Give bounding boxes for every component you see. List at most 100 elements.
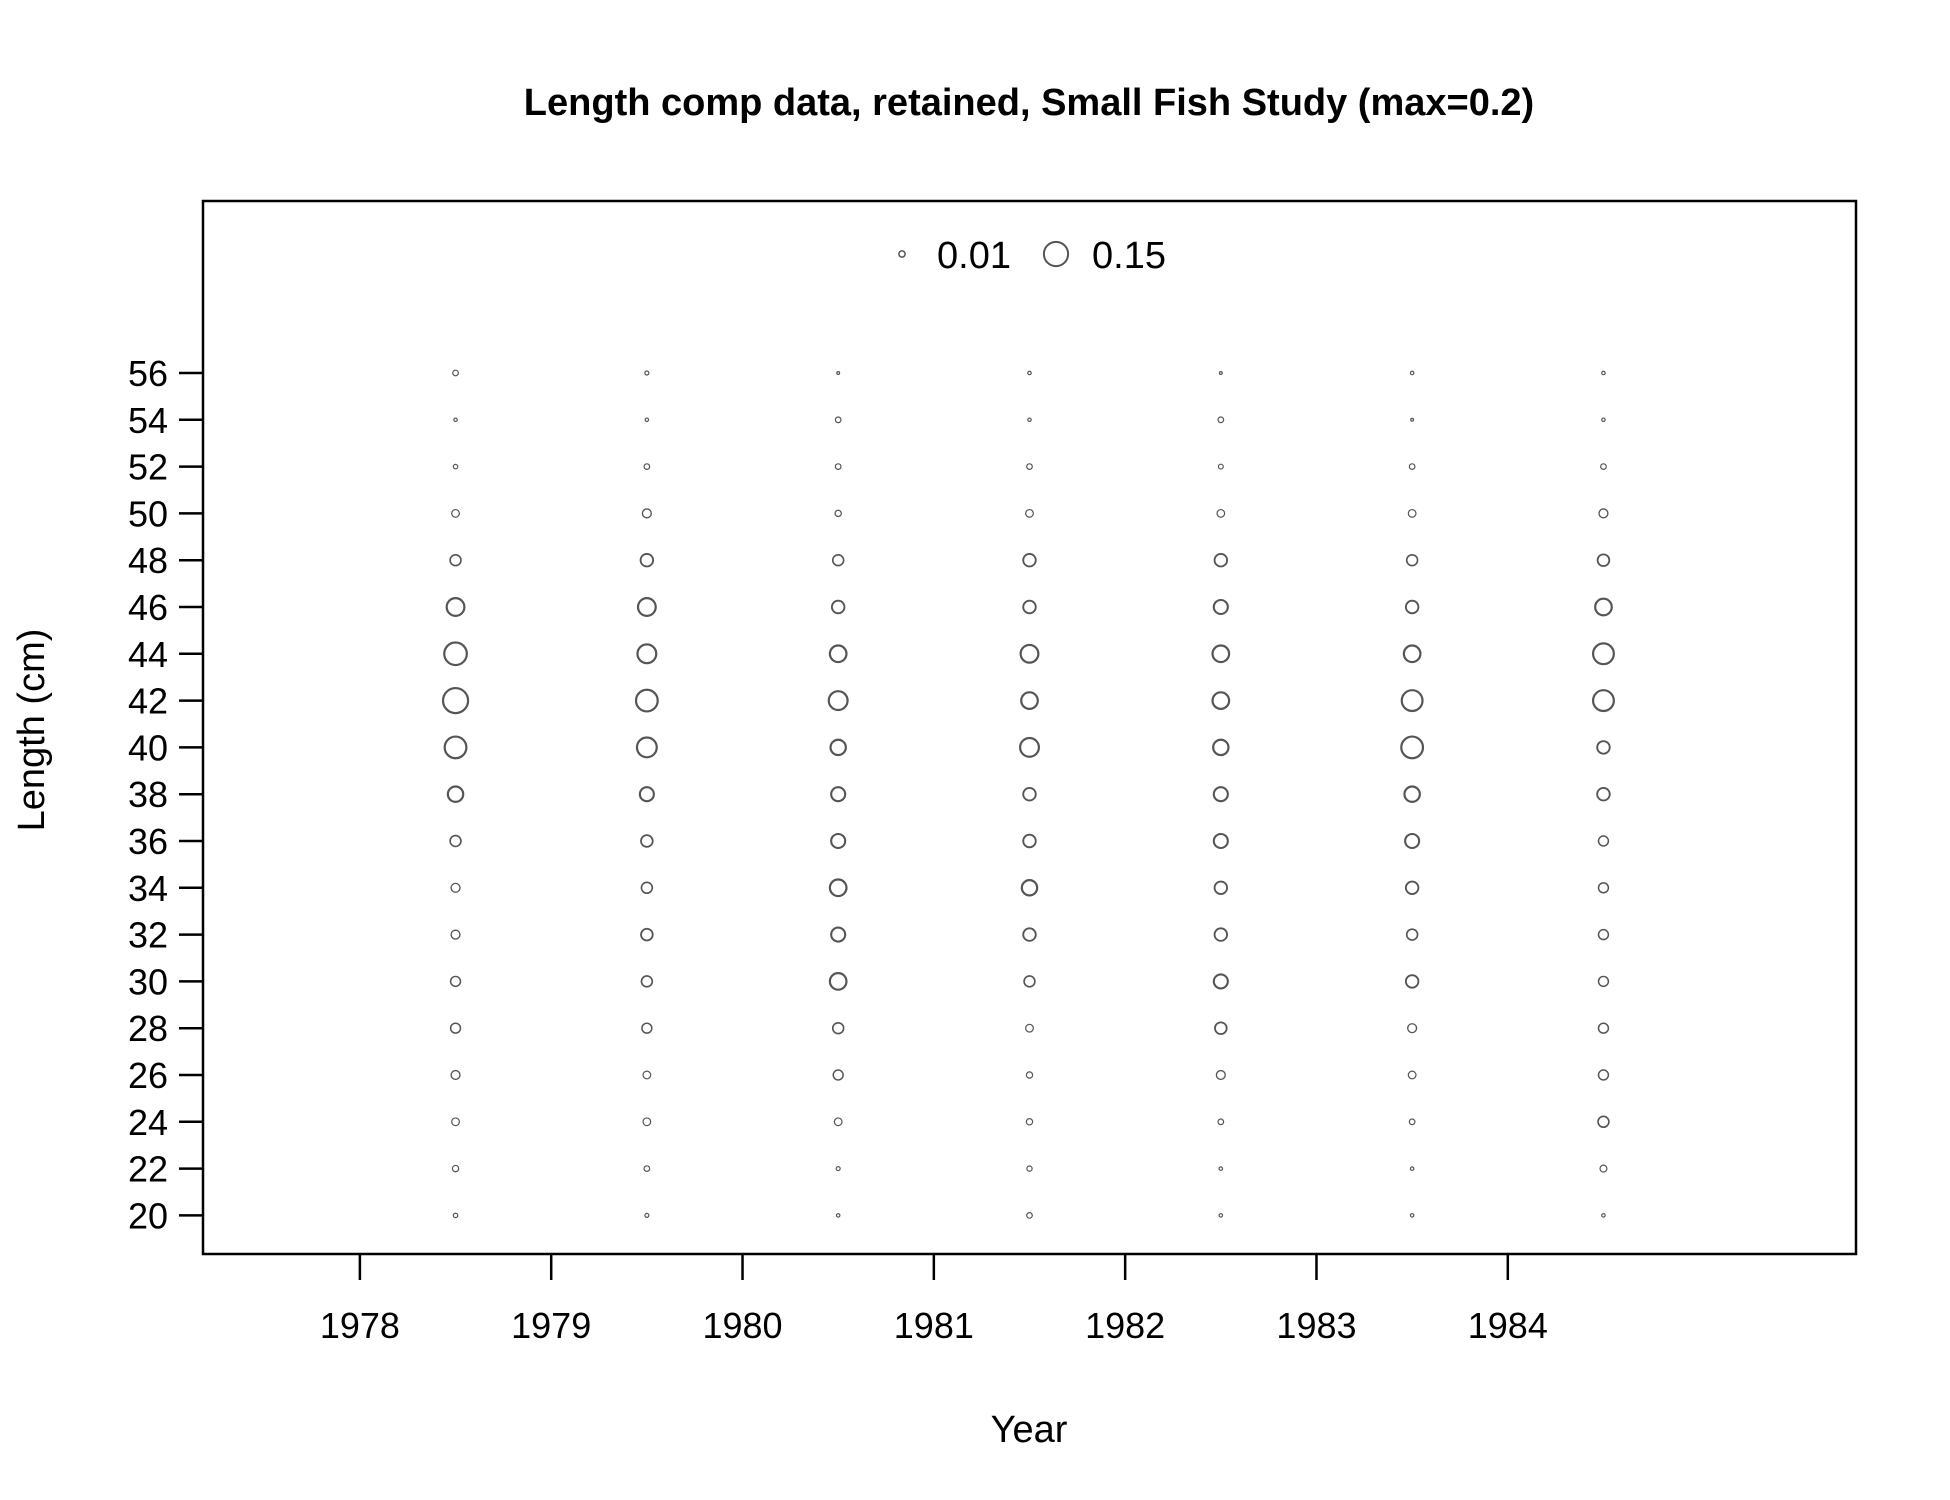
bubble bbox=[834, 509, 842, 518]
bubble bbox=[1022, 927, 1037, 942]
bubble bbox=[1597, 975, 1610, 988]
bubble bbox=[452, 463, 459, 470]
bubble bbox=[1217, 1118, 1225, 1126]
y-tick-label: 46 bbox=[128, 587, 168, 628]
bubble bbox=[1404, 832, 1421, 850]
bubble bbox=[1019, 736, 1040, 758]
bubble bbox=[1405, 553, 1419, 567]
bubble bbox=[1407, 1070, 1417, 1080]
bubble bbox=[1597, 1069, 1610, 1081]
bubble bbox=[1596, 786, 1611, 802]
y-tick-label: 42 bbox=[128, 681, 168, 722]
bubble bbox=[452, 369, 459, 377]
bubble bbox=[832, 1069, 844, 1081]
bubble bbox=[643, 1165, 651, 1172]
bubble bbox=[1212, 973, 1229, 990]
bubble bbox=[450, 882, 461, 893]
bubble bbox=[1597, 928, 1610, 941]
bubble bbox=[1212, 598, 1229, 616]
bubble bbox=[1217, 416, 1225, 424]
bubble bbox=[1019, 643, 1040, 664]
bubble bbox=[642, 1070, 652, 1080]
y-axis-label: Length (cm) bbox=[11, 629, 53, 832]
bubble bbox=[1591, 689, 1615, 713]
y-tick-label: 34 bbox=[128, 868, 168, 909]
bubble bbox=[644, 417, 650, 423]
bubble bbox=[1402, 644, 1422, 664]
bubble bbox=[644, 1212, 650, 1218]
bubble bbox=[453, 417, 458, 423]
bubble bbox=[1216, 508, 1226, 518]
bubble bbox=[1213, 927, 1229, 942]
bubble bbox=[640, 834, 654, 848]
bubble bbox=[451, 1117, 460, 1127]
y-tick-label: 52 bbox=[128, 447, 168, 488]
bubble bbox=[1409, 1213, 1415, 1218]
x-tick-label: 1979 bbox=[511, 1305, 591, 1346]
bubble bbox=[1215, 1069, 1226, 1081]
bubble bbox=[449, 834, 462, 848]
bubble bbox=[443, 735, 468, 760]
bubble bbox=[1217, 463, 1224, 470]
bubble bbox=[1020, 691, 1039, 710]
x-tick-label: 1980 bbox=[702, 1305, 782, 1346]
bubble bbox=[1599, 1164, 1608, 1173]
bubble bbox=[1026, 1211, 1033, 1219]
y-tick-label: 38 bbox=[128, 774, 168, 815]
y-tick-label: 54 bbox=[128, 400, 168, 441]
bubble bbox=[1597, 882, 1610, 894]
bubble bbox=[1026, 463, 1033, 470]
bubble bbox=[641, 1022, 653, 1034]
bubble bbox=[1211, 691, 1231, 710]
bubble bbox=[1600, 463, 1607, 470]
bubble bbox=[836, 370, 841, 375]
x-tick-label: 1982 bbox=[1085, 1305, 1165, 1346]
bubble bbox=[1597, 1022, 1610, 1034]
bubble bbox=[1596, 553, 1611, 567]
bubble bbox=[638, 786, 655, 803]
bubble bbox=[449, 1022, 462, 1034]
legend: 0.01 0.15 bbox=[898, 235, 1166, 277]
x-axis: 1978 1979 1980 1981 1982 1983 1984 bbox=[320, 1254, 1548, 1346]
legend-marker bbox=[1042, 240, 1070, 268]
bubble bbox=[1022, 552, 1037, 568]
y-tick-label: 44 bbox=[128, 634, 168, 675]
bubble bbox=[449, 553, 462, 567]
bubble bbox=[640, 881, 654, 895]
bubble bbox=[452, 1212, 459, 1219]
bubble bbox=[1408, 1118, 1416, 1126]
bubble bbox=[1211, 644, 1231, 664]
bubble bbox=[1404, 599, 1420, 615]
x-tick-label: 1978 bbox=[320, 1305, 400, 1346]
legend-marker bbox=[898, 250, 906, 258]
bubble bbox=[1601, 1213, 1606, 1218]
bubble bbox=[831, 1021, 845, 1035]
bubble bbox=[835, 1166, 841, 1172]
bubble bbox=[1023, 975, 1036, 988]
bubble bbox=[1594, 597, 1613, 617]
x-tick-label: 1981 bbox=[894, 1305, 974, 1346]
bubble bbox=[449, 975, 462, 988]
bubble bbox=[1218, 1166, 1224, 1171]
bubble bbox=[834, 463, 842, 470]
bubble bbox=[1591, 642, 1615, 666]
bubble bbox=[451, 508, 460, 518]
bubble bbox=[641, 508, 652, 519]
bubble bbox=[1025, 1071, 1034, 1079]
bubble bbox=[830, 786, 847, 803]
x-tick-label: 1984 bbox=[1468, 1305, 1548, 1346]
bubble-layer bbox=[441, 369, 1615, 1219]
legend-label: 0.15 bbox=[1092, 235, 1166, 277]
y-tick-label: 40 bbox=[128, 727, 168, 768]
bubble bbox=[1214, 1021, 1228, 1035]
bubble bbox=[643, 463, 651, 470]
bubble bbox=[834, 416, 842, 424]
bubble bbox=[634, 688, 659, 713]
bubble bbox=[1027, 417, 1032, 423]
bubble bbox=[1218, 1213, 1224, 1218]
bubble bbox=[1597, 835, 1610, 847]
bubble bbox=[450, 929, 461, 940]
bubble bbox=[831, 553, 845, 567]
plot-frame bbox=[201, 199, 1858, 1256]
